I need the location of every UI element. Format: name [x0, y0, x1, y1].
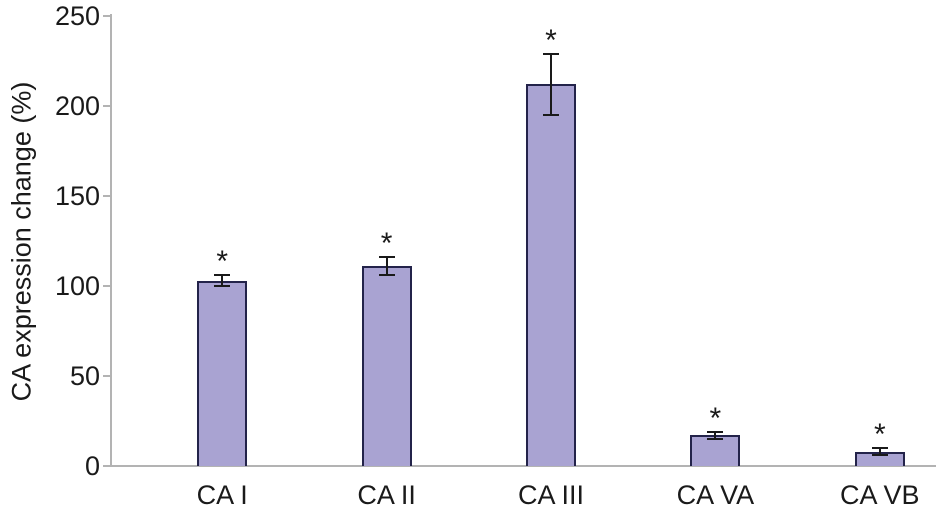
x-axis-line [110, 465, 936, 467]
bar-ca-iii [526, 84, 576, 466]
bar-ca-i [197, 280, 248, 466]
y-tick-label: 250 [54, 1, 100, 31]
error-bar-cap-top [214, 274, 231, 277]
x-category-label: CA VA [676, 480, 755, 510]
x-category-label: CA I [196, 480, 248, 510]
y-tick-mark [103, 375, 110, 377]
y-tick-label: 0 [84, 451, 100, 481]
y-tick-mark [103, 195, 110, 197]
y-axis-title-container: CA expression change (%) [0, 0, 44, 482]
y-tick-label: 200 [54, 91, 100, 121]
significance-asterisk: * [545, 23, 557, 57]
significance-asterisk: * [216, 245, 229, 279]
x-category-label: CA III [517, 480, 585, 510]
significance-asterisk: * [873, 418, 886, 451]
x-category-label: CA II [357, 480, 416, 510]
x-category-label: CA VB [840, 480, 920, 510]
error-bar-cap-bottom [707, 438, 724, 440]
y-tick-mark [103, 105, 110, 107]
y-tick-label: 50 [69, 361, 100, 391]
error-bar-cap-bottom [214, 285, 231, 287]
error-bar-cap-top [378, 256, 395, 259]
y-tick-mark [103, 465, 110, 467]
y-tick-mark [103, 285, 110, 287]
y-axis-title: CA expression change (%) [6, 81, 37, 401]
error-bar [714, 431, 717, 439]
error-bar-cap-bottom [378, 274, 395, 277]
error-bar-cap-bottom [543, 114, 559, 116]
bar-ca-ii [361, 266, 412, 466]
error-bar-cap-top [871, 447, 888, 449]
error-bar-cap-bottom [871, 454, 888, 457]
y-axis-line [110, 14, 112, 467]
significance-asterisk: * [709, 401, 722, 435]
error-bar-cap-top [543, 52, 559, 55]
y-tick-label: 150 [54, 181, 100, 211]
error-bar [385, 257, 388, 276]
error-bar-cap-top [707, 430, 724, 433]
significance-asterisk: * [380, 227, 393, 261]
error-bar [550, 53, 552, 115]
error-bar [221, 275, 224, 286]
y-tick-label: 100 [54, 271, 100, 301]
y-tick-mark [103, 15, 110, 17]
error-bar [878, 448, 881, 456]
